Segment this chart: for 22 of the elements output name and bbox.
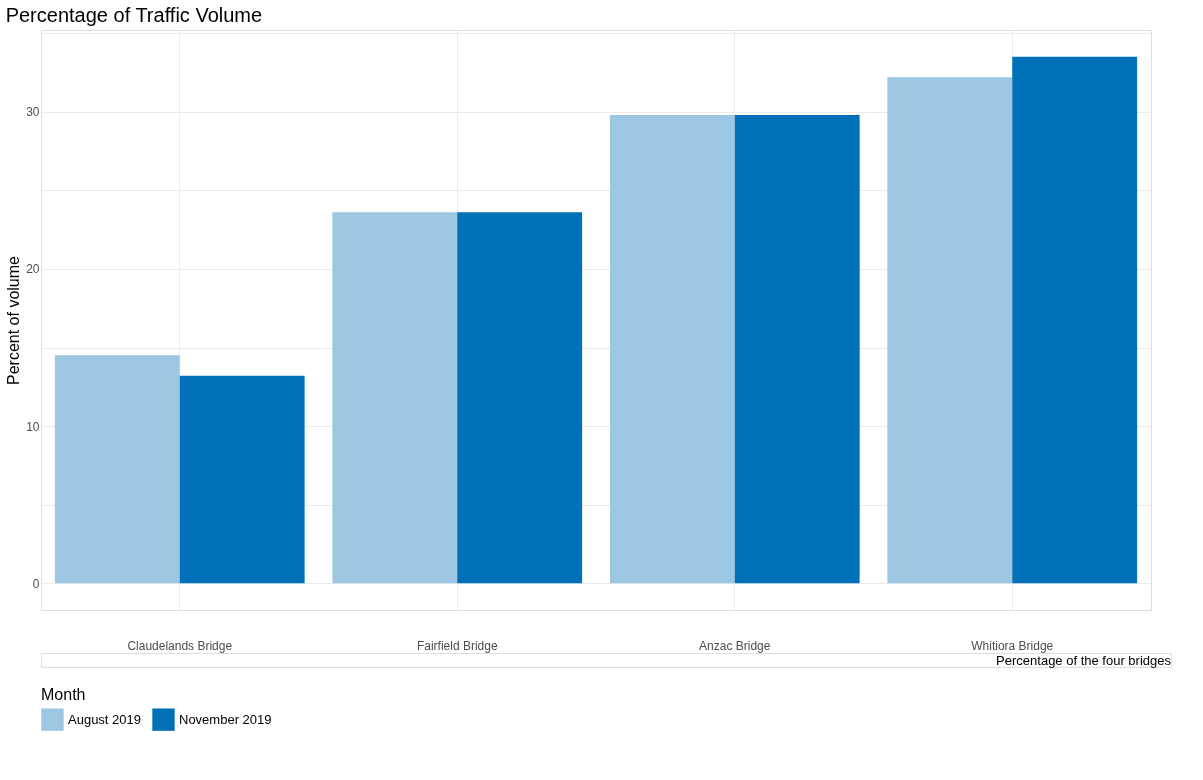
legend-label: November 2019 <box>179 711 272 727</box>
y-axis-title: Percent of volume <box>5 255 23 385</box>
text: Percentage of the four bridges <box>996 653 1172 668</box>
chart-title: Percentage of Traffic Volume <box>5 4 263 26</box>
y-tick-label: 0 <box>32 576 40 591</box>
bar <box>332 212 458 584</box>
bar <box>734 114 860 584</box>
y-tick-label: 10 <box>26 419 40 434</box>
bar <box>54 355 180 584</box>
bar <box>457 212 583 584</box>
legend-title: Month <box>41 686 86 703</box>
bar <box>887 77 1013 584</box>
bar <box>609 114 735 584</box>
bar <box>1012 56 1138 584</box>
legend-label: August 2019 <box>68 711 142 727</box>
y-tick-label: 20 <box>26 262 40 277</box>
y-tick-label: 30 <box>26 105 40 120</box>
x-tick-label: Whitiora Bridge <box>971 638 1054 653</box>
x-tick-label: Fairfield Bridge <box>416 638 498 653</box>
x-tick-label: Anzac Bridge <box>699 638 771 653</box>
x-tick-label: Claudelands Bridge <box>127 638 233 653</box>
bar <box>179 375 305 584</box>
